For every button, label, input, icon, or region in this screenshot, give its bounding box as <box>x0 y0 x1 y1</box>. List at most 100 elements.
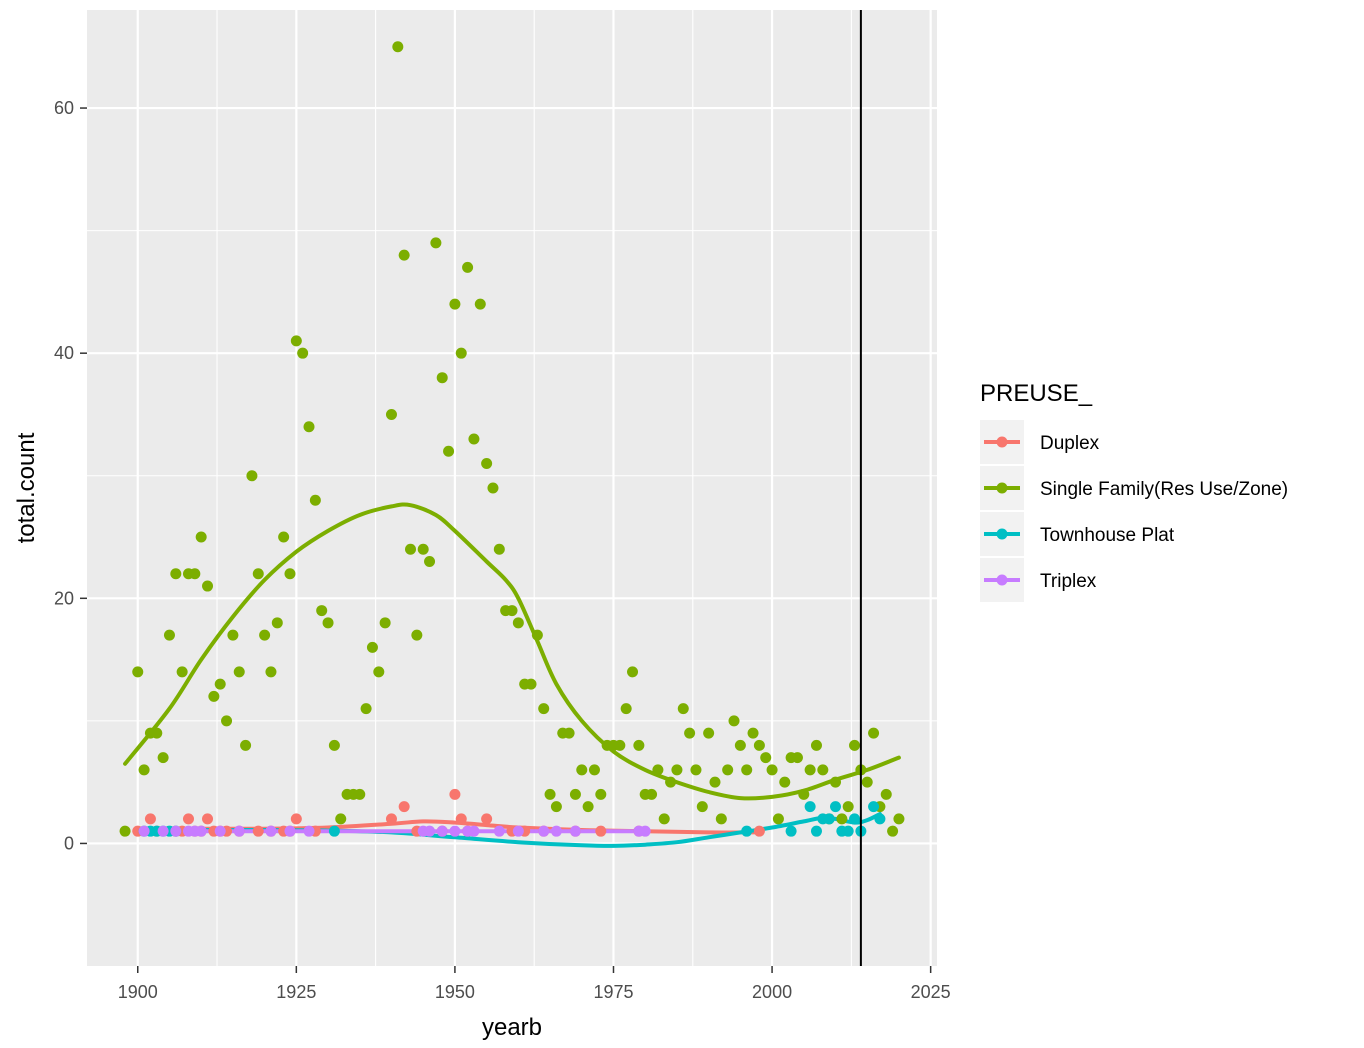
point-duplex <box>455 813 467 825</box>
point-single-family-res-use-zone <box>576 764 588 776</box>
point-single-family-res-use-zone <box>779 776 791 788</box>
point-single-family-res-use-zone <box>240 739 252 751</box>
point-single-family-res-use-zone <box>411 629 423 641</box>
y-tick-label: 20 <box>54 588 74 608</box>
point-single-family-res-use-zone <box>284 568 296 580</box>
point-single-family-res-use-zone <box>227 629 239 641</box>
point-duplex <box>398 801 410 813</box>
point-single-family-res-use-zone <box>563 727 575 739</box>
point-single-family-res-use-zone <box>170 568 182 580</box>
point-single-family-res-use-zone <box>462 261 474 273</box>
point-duplex <box>595 825 607 837</box>
point-single-family-res-use-zone <box>550 801 562 813</box>
point-single-family-res-use-zone <box>569 788 581 800</box>
point-duplex <box>449 788 461 800</box>
point-single-family-res-use-zone <box>646 788 658 800</box>
point-single-family-res-use-zone <box>290 335 302 347</box>
point-single-family-res-use-zone <box>297 347 309 359</box>
point-townhouse-plat <box>810 825 822 837</box>
point-single-family-res-use-zone <box>506 605 518 617</box>
point-triplex <box>538 825 550 837</box>
point-single-family-res-use-zone <box>512 617 524 629</box>
point-single-family-res-use-zone <box>366 641 378 653</box>
point-triplex <box>436 825 448 837</box>
point-single-family-res-use-zone <box>696 801 708 813</box>
point-single-family-res-use-zone <box>278 531 290 543</box>
plot-panel <box>87 10 937 966</box>
point-single-family-res-use-zone <box>424 556 436 568</box>
point-single-family-res-use-zone <box>817 764 829 776</box>
point-single-family-res-use-zone <box>595 788 607 800</box>
point-single-family-res-use-zone <box>652 764 664 776</box>
point-duplex <box>202 813 214 825</box>
point-single-family-res-use-zone <box>436 372 448 384</box>
point-single-family-res-use-zone <box>741 764 753 776</box>
point-single-family-res-use-zone <box>252 568 264 580</box>
major-gridlines <box>87 10 937 966</box>
point-townhouse-plat <box>328 825 340 837</box>
point-single-family-res-use-zone <box>157 752 169 764</box>
point-single-family-res-use-zone <box>620 703 632 715</box>
point-triplex <box>233 825 245 837</box>
point-single-family-res-use-zone <box>791 752 803 764</box>
point-single-family-res-use-zone <box>202 580 214 592</box>
point-duplex <box>182 813 194 825</box>
point-single-family-res-use-zone <box>753 739 765 751</box>
point-single-family-res-use-zone <box>195 531 207 543</box>
point-triplex <box>569 825 581 837</box>
legend-label-triplex: Triplex <box>1040 571 1097 592</box>
point-duplex <box>385 813 397 825</box>
x-tick-label: 1975 <box>593 982 633 1002</box>
point-townhouse-plat <box>741 825 753 837</box>
point-single-family-res-use-zone <box>265 666 277 678</box>
point-single-family-res-use-zone <box>880 788 892 800</box>
point-triplex <box>284 825 296 837</box>
point-triplex <box>512 825 524 837</box>
y-tick-label: 60 <box>54 98 74 118</box>
point-single-family-res-use-zone <box>709 776 721 788</box>
point-single-family-res-use-zone <box>151 727 163 739</box>
smooth-line-single-family-res-use-zone <box>123 502 901 801</box>
point-single-family-res-use-zone <box>487 482 499 494</box>
legend-point-triplex <box>996 574 1008 586</box>
point-single-family-res-use-zone <box>715 813 727 825</box>
point-duplex <box>144 813 156 825</box>
point-triplex <box>138 825 150 837</box>
point-single-family-res-use-zone <box>804 764 816 776</box>
point-single-family-res-use-zone <box>627 666 639 678</box>
point-single-family-res-use-zone <box>582 801 594 813</box>
point-single-family-res-use-zone <box>138 764 150 776</box>
legend-point-duplex <box>996 436 1008 448</box>
point-single-family-res-use-zone <box>259 629 271 641</box>
point-single-family-res-use-zone <box>544 788 556 800</box>
point-single-family-res-use-zone <box>481 457 493 469</box>
point-triplex <box>195 825 207 837</box>
point-single-family-res-use-zone <box>132 666 144 678</box>
point-single-family-res-use-zone <box>392 41 404 53</box>
point-single-family-res-use-zone <box>658 813 670 825</box>
point-duplex <box>290 813 302 825</box>
point-single-family-res-use-zone <box>493 543 505 555</box>
point-triplex <box>449 825 461 837</box>
x-tick-label: 2025 <box>911 982 951 1002</box>
point-townhouse-plat <box>874 813 886 825</box>
point-single-family-res-use-zone <box>684 727 696 739</box>
point-single-family-res-use-zone <box>887 825 899 837</box>
y-axis-ticks: 0 20 40 60 <box>54 98 87 853</box>
point-single-family-res-use-zone <box>849 739 861 751</box>
point-single-family-res-use-zone <box>798 788 810 800</box>
point-single-family-res-use-zone <box>760 752 772 764</box>
point-single-family-res-use-zone <box>728 715 740 727</box>
legend: PREUSE_ Duplex Single Family(Res Use/Zone… <box>980 380 1288 602</box>
x-axis-title: yearb <box>482 1014 542 1041</box>
point-single-family-res-use-zone <box>221 715 233 727</box>
point-triplex <box>157 825 169 837</box>
point-single-family-res-use-zone <box>214 678 226 690</box>
point-townhouse-plat <box>785 825 797 837</box>
point-townhouse-plat <box>804 801 816 813</box>
point-single-family-res-use-zone <box>246 470 258 482</box>
x-tick-label: 1950 <box>435 982 475 1002</box>
point-single-family-res-use-zone <box>893 813 905 825</box>
point-single-family-res-use-zone <box>360 703 372 715</box>
